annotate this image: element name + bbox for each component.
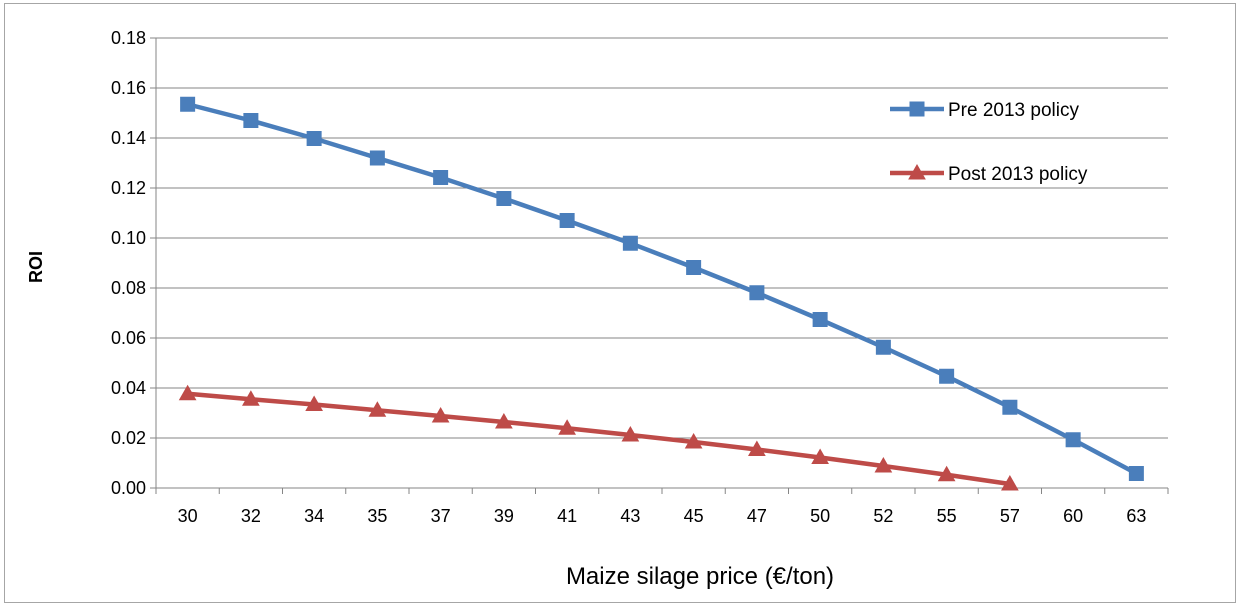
marker-square — [909, 101, 925, 117]
marker-square — [559, 213, 575, 228]
y-axis-title: ROI — [26, 251, 46, 283]
marker-triangle — [937, 465, 956, 482]
legend-label: Pre 2013 policy — [948, 100, 1079, 121]
marker-square — [180, 96, 196, 112]
x-tick-label: 63 — [1126, 506, 1146, 526]
x-tick-label: 52 — [873, 506, 893, 526]
marker-triangle — [178, 384, 197, 401]
y-tick-label: 0.08 — [111, 278, 146, 298]
marker-square — [875, 339, 891, 355]
x-tick-label: 43 — [620, 506, 640, 526]
x-tick-label: 45 — [684, 506, 704, 526]
x-tick-label: 30 — [178, 506, 198, 526]
y-tick-label: 0.04 — [111, 378, 146, 398]
marker-triangle — [621, 425, 640, 442]
series-line — [187, 102, 1138, 476]
marker-triangle — [368, 401, 387, 417]
marker-square — [306, 131, 322, 146]
marker-triangle — [684, 432, 703, 449]
marker-square — [1128, 466, 1144, 481]
y-tick-label: 0.16 — [111, 78, 146, 98]
marker-square — [1065, 432, 1081, 448]
marker-square — [749, 285, 765, 301]
marker-square — [1002, 399, 1018, 415]
legend-label: Post 2013 policy — [948, 164, 1088, 185]
x-tick-label: 47 — [747, 506, 767, 526]
legend: Pre 2013 policy Post 2013 policy — [890, 100, 1088, 185]
y-tick-label: 0.02 — [111, 428, 146, 448]
x-tick-label: 50 — [810, 506, 830, 526]
legend-entry: Post 2013 policy — [890, 163, 1088, 185]
y-tick-label: 0.14 — [111, 128, 146, 148]
marker-square — [369, 150, 385, 166]
x-tick-label: 57 — [1000, 506, 1020, 526]
marker-triangle — [811, 448, 829, 464]
tick-labels: 0.00 0.02 0.04 0.06 0.08 0.10 0.12 0.14 0.16 0.18… — [111, 28, 1146, 526]
gridlines — [156, 37, 1168, 439]
series-line — [187, 391, 1011, 487]
marker-square — [686, 260, 702, 275]
x-tick-label: 34 — [304, 506, 324, 526]
marker-square — [812, 312, 828, 327]
marker-triangle — [1001, 474, 1019, 491]
x-tick-label: 32 — [241, 506, 261, 526]
marker-triangle — [305, 395, 323, 411]
marker-square — [433, 170, 449, 185]
y-tick-label: 0.06 — [111, 328, 146, 348]
x-tick-label: 55 — [937, 506, 957, 526]
marker-triangle — [908, 163, 926, 180]
x-tick-label: 37 — [431, 506, 451, 526]
legend-entry: Pre 2013 policy — [890, 100, 1079, 121]
marker-triangle — [558, 419, 576, 435]
axes — [150, 37, 1169, 494]
x-axis-title: Maize silage price (€/ton) — [566, 563, 834, 590]
marker-triangle — [874, 456, 893, 473]
marker-square — [939, 368, 955, 384]
chart-frame — [4, 3, 1236, 603]
series-post-2013-policy — [178, 384, 1019, 491]
x-tick-label: 39 — [494, 506, 514, 526]
marker-square — [622, 235, 638, 251]
y-tick-label: 0.10 — [111, 228, 146, 248]
y-tick-label: 0.00 — [111, 478, 146, 498]
marker-triangle — [242, 390, 260, 406]
marker-square — [496, 191, 512, 206]
x-tick-label: 60 — [1063, 506, 1083, 526]
y-tick-label: 0.18 — [111, 28, 146, 48]
marker-square — [243, 113, 259, 128]
x-tick-label: 41 — [557, 506, 577, 526]
marker-triangle — [431, 406, 450, 423]
y-tick-label: 0.12 — [111, 178, 146, 198]
series — [178, 96, 1144, 491]
x-tick-label: 35 — [367, 506, 387, 526]
series-pre-2013-policy — [180, 96, 1144, 481]
marker-triangle — [495, 412, 513, 429]
marker-triangle — [748, 440, 766, 456]
